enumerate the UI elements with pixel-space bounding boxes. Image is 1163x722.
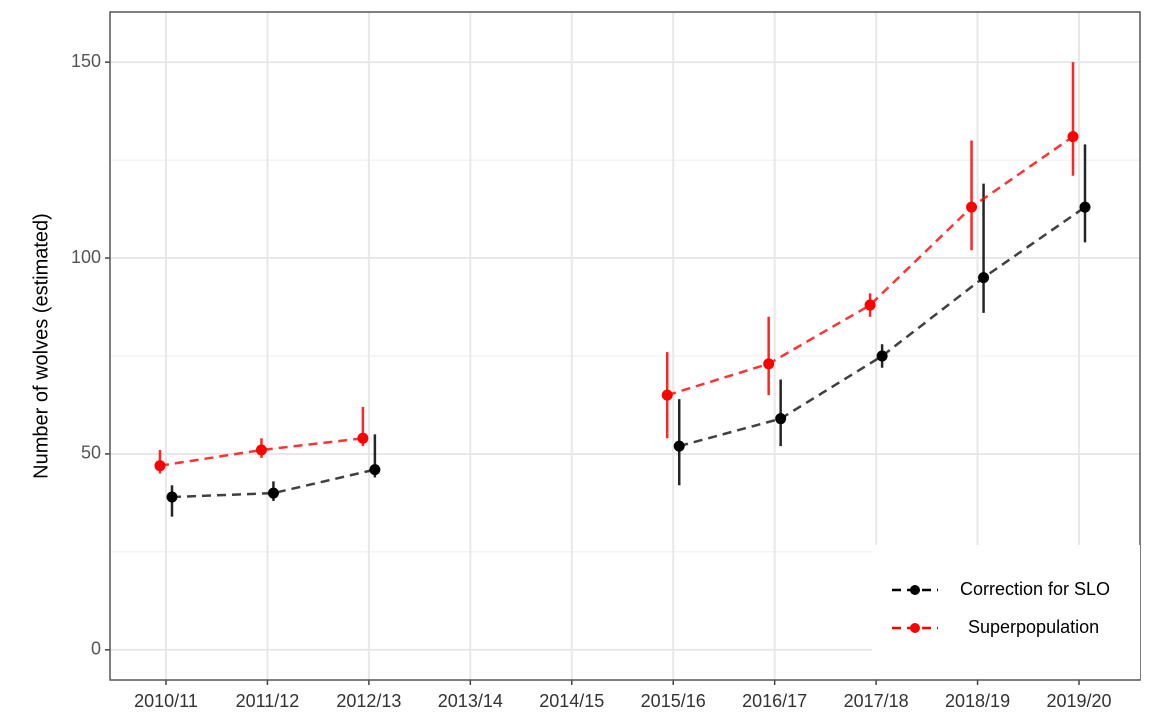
point <box>166 491 178 503</box>
x-tick-label: 2018/19 <box>945 691 1010 711</box>
y-tick-label: 50 <box>81 443 101 463</box>
panel-border <box>109 11 1141 681</box>
x-tick-label: 2013/14 <box>438 691 503 711</box>
point <box>763 358 775 370</box>
series-line <box>171 206 1086 499</box>
y-tick-label: 150 <box>71 51 101 71</box>
legend-label: Correction for SLO <box>960 579 1110 599</box>
point <box>966 201 978 213</box>
x-tick-label: 2016/17 <box>742 691 807 711</box>
point <box>1067 131 1079 143</box>
y-tick-label: 100 <box>71 247 101 267</box>
legend-dot <box>910 585 920 595</box>
point <box>1079 201 1091 213</box>
point <box>267 487 279 499</box>
point <box>154 460 166 472</box>
x-tick-label: 2015/16 <box>641 691 706 711</box>
point <box>876 350 888 362</box>
x-tick-label: 2011/12 <box>236 691 300 711</box>
y-tick-label: 0 <box>91 639 101 659</box>
series-line <box>159 135 1074 467</box>
x-tick-label: 2012/13 <box>336 691 401 711</box>
legend-dot <box>910 623 920 633</box>
point <box>978 272 990 284</box>
point <box>369 464 381 476</box>
x-tick-label: 2010/11 <box>134 691 198 711</box>
legend-label: Superpopulation <box>968 617 1099 637</box>
legend-box <box>872 545 1140 679</box>
point <box>255 444 267 456</box>
y-axis-label: Number of wolves (estimated) <box>30 213 52 479</box>
point <box>775 413 787 425</box>
point <box>661 389 673 401</box>
x-tick-label: 2014/15 <box>539 691 604 711</box>
point <box>357 432 369 444</box>
x-tick-label: 2019/20 <box>1046 691 1111 711</box>
point <box>673 440 685 452</box>
x-tick-label: 2017/18 <box>844 691 909 711</box>
point <box>864 299 876 311</box>
